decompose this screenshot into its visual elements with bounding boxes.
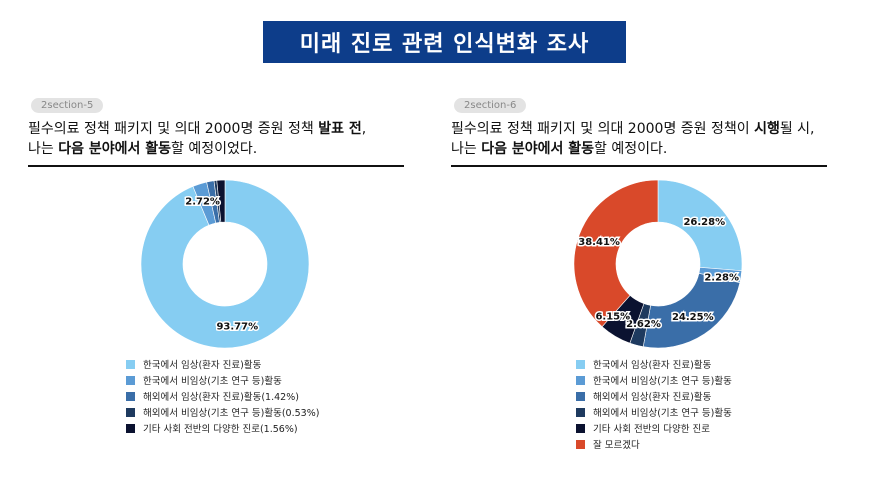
legend-swatch [576,439,585,449]
legend-item: 기타 사회 전반의 다양한 진로 [576,420,732,436]
legend-item: 기타 사회 전반의 다양한 진로(1.56%) [126,420,319,436]
divider [28,165,404,167]
data-label: 26.28% [683,217,725,228]
legend-label: 해외에서 임상(환자 진료)활동 [593,392,712,403]
legend-swatch [576,423,585,433]
legend-swatch [576,407,585,417]
question-line2-bold: 다음 분야에서 활동 [481,141,595,157]
donut-slice-2 [642,272,741,349]
donut-chart-svg: 26.28% 2.28% 24.25% 2.62%6.15% 38.41% [573,179,743,349]
question-text: 필수의료 정책 패키지 및 의대 2000명 증원 정책 발표 전, 나는 다음… [28,119,408,159]
legend-item: 해외에서 임상(환자 진료)활동(1.42%) [126,388,319,404]
legend-swatch [576,359,585,369]
divider [451,165,827,167]
legend-item: 한국에서 비임상(기초 연구 등)활동 [576,372,732,388]
legend-swatch [126,375,135,385]
question-line1-end: 될 시, [779,121,815,137]
legend-label: 해외에서 비임상(기초 연구 등)활동(0.53%) [143,408,320,419]
donut-slice-0 [657,179,743,272]
legend-label: 해외에서 비임상(기초 연구 등)활동 [593,408,732,419]
question-line1-end: , [361,121,367,137]
legend-label: 해외에서 임상(환자 진료)활동(1.42%) [143,392,299,403]
panel-after: 2section-6 필수의료 정책 패키지 및 의대 2000명 증원 정책이… [451,93,831,167]
legend-label: 한국에서 임상(환자 진료)활동 [143,360,262,371]
question-line2-bold: 다음 분야에서 활동 [58,141,172,157]
legend-item: 해외에서 비임상(기초 연구 등)활동(0.53%) [126,404,319,420]
donut-chart-before: 93.77% 2.72% [136,175,314,353]
legend-swatch [576,375,585,385]
question-line2-end: 할 예정이었다. [171,141,258,157]
panel-before: 2section-5 필수의료 정책 패키지 및 의대 2000명 증원 정책 … [28,93,408,167]
question-text: 필수의료 정책 패키지 및 의대 2000명 증원 정책이 시행될 시, 나는 … [451,119,831,159]
data-label: 2.28% [704,273,739,284]
data-label: 6.15% [595,312,630,323]
legend-item: 한국에서 임상(환자 진료)활동 [576,356,732,372]
question-line1: 필수의료 정책 패키지 및 의대 2000명 증원 정책 [28,121,319,137]
question-line1-bold: 시행 [754,121,780,137]
donut-slice-0 [140,179,310,349]
data-label: 93.77% [216,321,258,332]
donut-slice-5 [573,179,659,328]
data-label: 38.41% [578,237,620,248]
data-label: 2.72% [185,196,220,207]
legend-swatch [126,407,135,417]
legend-item: 해외에서 비임상(기초 연구 등)활동 [576,404,732,420]
legend-item: 해외에서 임상(환자 진료)활동 [576,388,732,404]
donut-chart-svg: 93.77% 2.72% [140,179,310,349]
legend-item: 잘 모르겠다 [576,436,732,452]
legend-label: 잘 모르겠다 [593,440,640,451]
legend-swatch [126,391,135,401]
question-line2-end: 할 예정이다. [594,141,668,157]
legend-label: 한국에서 비임상(기초 연구 등)활동 [593,376,732,387]
legend-label: 한국에서 임상(환자 진료)활동 [593,360,712,371]
donut-slice-4 [216,179,226,223]
legend-item: 한국에서 비임상(기초 연구 등)활동 [126,372,319,388]
donut-chart-after: 26.28% 2.28% 24.25% 2.62% 6.15% 38.41% [569,175,747,353]
legend-swatch [126,359,135,369]
section-tag: 2section-5 [31,98,104,113]
legend-swatch [126,423,135,433]
legend-label: 한국에서 비임상(기초 연구 등)활동 [143,376,282,387]
question-line1-bold: 발표 전 [318,121,362,137]
legend-label: 기타 사회 전반의 다양한 진로(1.56%) [143,424,298,435]
question-line2-start: 나는 [451,141,482,157]
question-line1: 필수의료 정책 패키지 및 의대 2000명 증원 정책이 [451,121,755,137]
legend-label: 기타 사회 전반의 다양한 진로 [593,424,710,435]
legend-swatch [576,391,585,401]
data-label: 24.25% [672,312,714,323]
section-tag: 2section-6 [454,98,527,113]
question-line2-start: 나는 [28,141,59,157]
data-label: 2.62% [626,319,661,330]
page-title: 미래 진로 관련 인식변화 조사 [263,21,626,63]
legend-item: 한국에서 임상(환자 진료)활동 [126,356,319,372]
